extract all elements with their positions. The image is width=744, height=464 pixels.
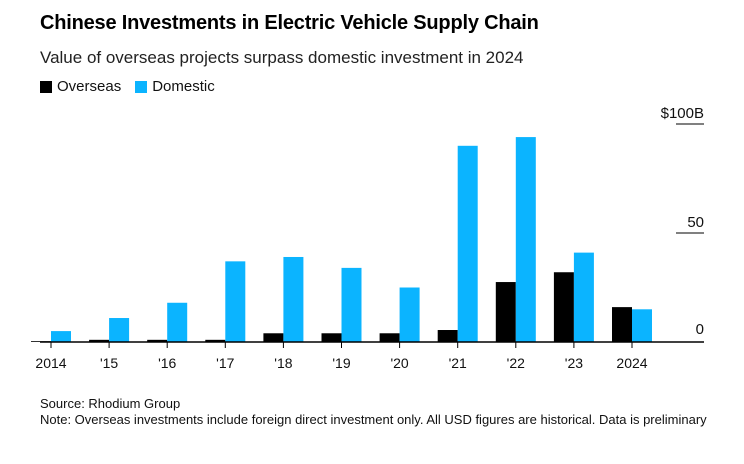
bar-domestic <box>51 331 71 342</box>
legend-label-overseas: Overseas <box>57 78 122 95</box>
legend-swatch-overseas <box>40 80 52 93</box>
legend-item-domestic: Domestic <box>135 78 215 95</box>
x-tick-label: 2024 <box>616 355 647 371</box>
bar-overseas <box>612 307 632 342</box>
y-tick-label: 0 <box>696 321 704 338</box>
bar-overseas <box>89 339 110 342</box>
bar-overseas <box>147 339 168 342</box>
bar-domestic <box>515 137 536 342</box>
x-tick-label: '19 <box>332 355 350 371</box>
data-note: Note: Overseas investments include forei… <box>40 412 707 427</box>
bar-overseas <box>495 282 516 342</box>
footnotes: Source: Rhodium Group Note: Overseas inv… <box>40 396 720 428</box>
bar-overseas <box>437 330 458 342</box>
y-tick-label: 50 <box>687 214 704 231</box>
bar-overseas <box>263 333 284 342</box>
bar-domestic <box>109 318 130 342</box>
bar-domestic <box>167 302 188 342</box>
x-tick-label: '21 <box>449 355 467 371</box>
legend-item-overseas: Overseas <box>40 78 121 95</box>
bar-domestic <box>573 252 594 342</box>
source-note: Source: Rhodium Group <box>40 396 181 411</box>
bar-overseas <box>205 339 226 342</box>
chart-title: Chinese Investments in Electric Vehicle … <box>40 12 539 34</box>
chart-subtitle: Value of overseas projects surpass domes… <box>40 48 524 67</box>
x-tick-label: '17 <box>216 355 234 371</box>
x-tick-label: '20 <box>390 355 408 371</box>
bar-domestic <box>341 267 362 342</box>
bar-overseas <box>379 333 400 342</box>
x-tick-label: 2014 <box>35 355 66 371</box>
bar-domestic <box>225 261 246 342</box>
x-tick-label: '15 <box>100 355 118 371</box>
x-tick-label: '16 <box>158 355 176 371</box>
bar-domestic <box>283 256 304 342</box>
legend-swatch-domestic <box>135 80 148 93</box>
x-tick-label: '23 <box>565 355 583 371</box>
legend-label-domestic: Domestic <box>152 78 215 95</box>
bar-overseas <box>553 272 574 342</box>
x-tick-label: '18 <box>274 355 292 371</box>
bar-domestic <box>632 309 652 342</box>
bar-overseas <box>321 333 342 342</box>
bar-domestic <box>457 145 478 342</box>
legend: Overseas Domestic <box>40 78 229 95</box>
bar-domestic <box>399 287 420 342</box>
y-tick-label: $100B <box>661 105 704 122</box>
x-tick-label: '22 <box>507 355 525 371</box>
